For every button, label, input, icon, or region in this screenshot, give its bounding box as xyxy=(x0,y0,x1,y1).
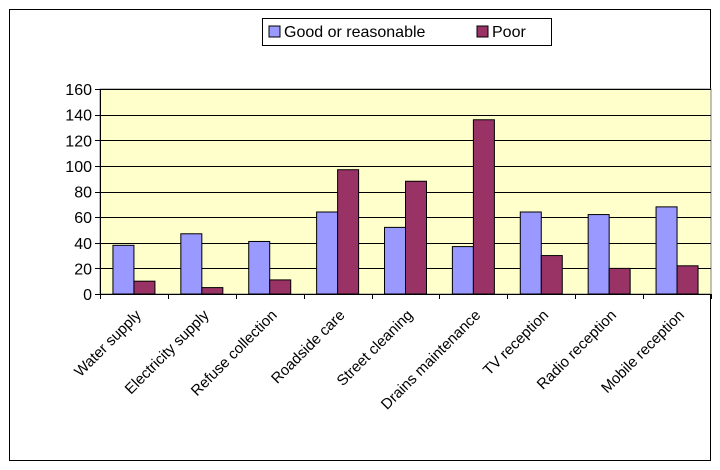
legend-label: Poor xyxy=(492,24,526,41)
bar-poor xyxy=(405,180,427,295)
bar-poor xyxy=(337,169,360,295)
bar-good-or-reasonable xyxy=(519,211,542,295)
legend-label: Good or reasonable xyxy=(284,24,426,41)
bar-poor xyxy=(676,265,699,295)
y-tick-label: 100 xyxy=(65,159,92,176)
legend: Good or reasonable Poor xyxy=(262,18,552,46)
bar-good-or-reasonable xyxy=(451,246,474,295)
bar-poor xyxy=(133,280,156,295)
axes xyxy=(95,89,712,299)
bars xyxy=(112,119,699,295)
y-tick-label: 80 xyxy=(74,185,92,202)
legend-swatch xyxy=(268,25,281,38)
bar-good-or-reasonable xyxy=(655,206,678,295)
y-tick-label: 40 xyxy=(74,236,92,253)
bar-poor xyxy=(540,255,563,295)
bar-poor xyxy=(269,279,292,295)
y-tick-label: 20 xyxy=(74,261,92,278)
bar-poor xyxy=(608,267,631,295)
bar-good-or-reasonable xyxy=(180,233,203,295)
legend-swatch xyxy=(476,25,489,38)
y-tick-label: 0 xyxy=(83,287,92,304)
bar-poor xyxy=(472,119,495,295)
y-tick-label: 160 xyxy=(65,82,92,99)
bar-good-or-reasonable xyxy=(112,244,135,295)
y-tick-label: 60 xyxy=(74,210,92,227)
bar-poor xyxy=(201,287,224,295)
bar-good-or-reasonable xyxy=(248,240,271,295)
legend-box xyxy=(262,18,552,46)
bar-good-or-reasonable xyxy=(587,214,610,295)
y-tick-labels: 0 20 40 60 80 100 120 140 160 xyxy=(65,82,92,304)
bar-good-or-reasonable xyxy=(384,226,406,295)
y-tick-label: 120 xyxy=(65,133,92,150)
bar-good-or-reasonable xyxy=(316,211,339,295)
y-tick-label: 140 xyxy=(65,108,92,125)
